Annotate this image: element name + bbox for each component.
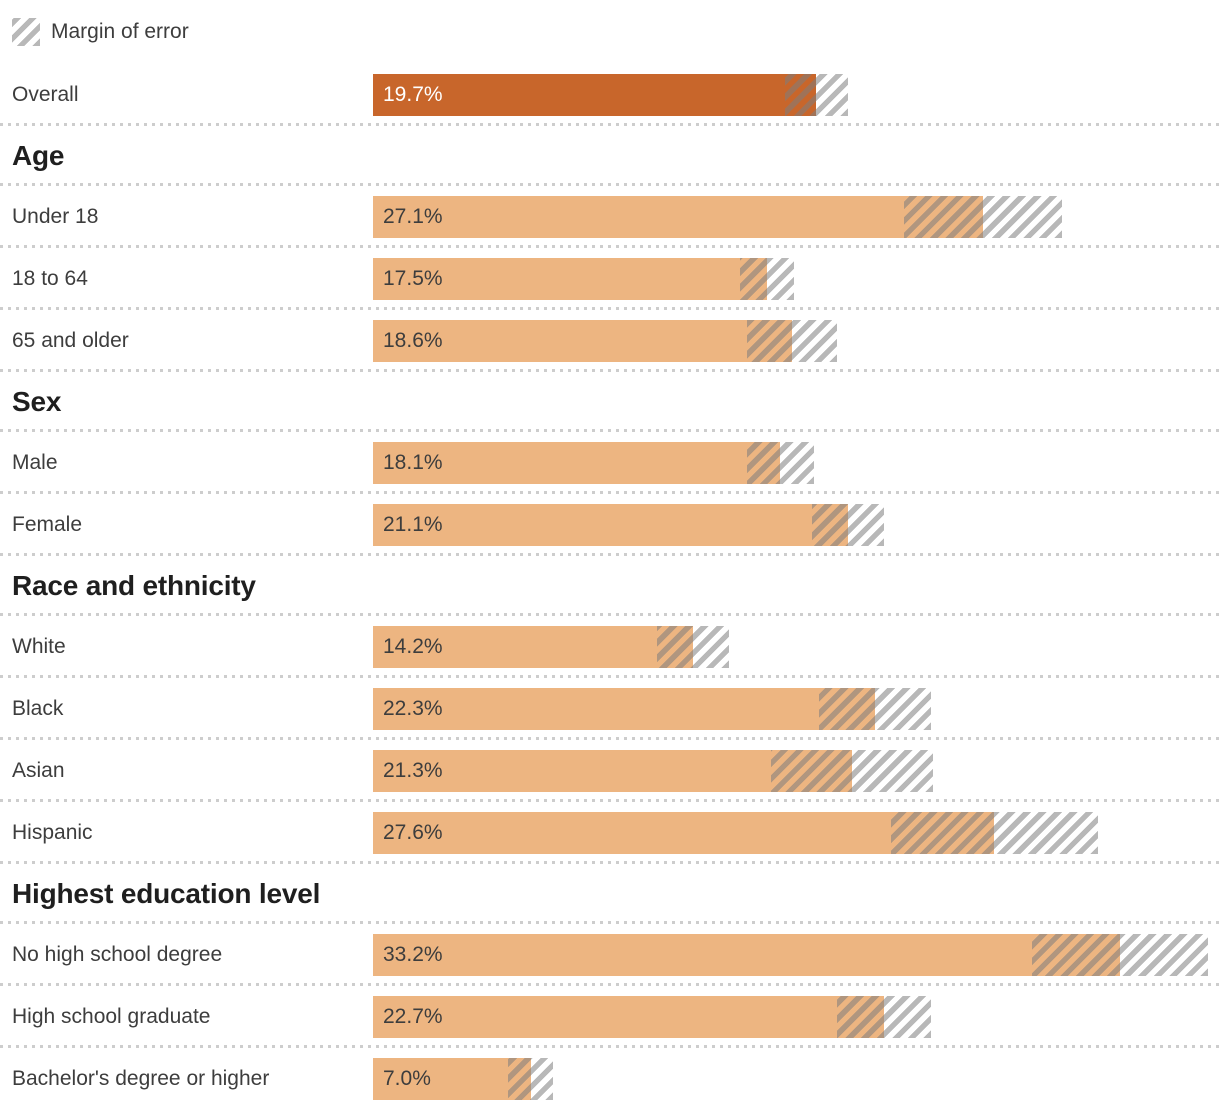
bar-row-under-18: Under 18 27.1% — [0, 186, 1220, 248]
section-heading-label: Age — [12, 140, 65, 171]
row-label: Male — [12, 451, 58, 474]
bar-area: 21.3% — [373, 750, 1220, 792]
row-label: Under 18 — [12, 205, 99, 228]
section-heading-label: Race and ethnicity — [12, 570, 256, 601]
margin-of-error-hatch — [771, 750, 934, 792]
row-label: Hispanic — [12, 821, 93, 844]
margin-of-error-hatch — [739, 258, 794, 300]
margin-of-error-hatch — [811, 504, 884, 546]
bar-row-hispanic: Hispanic 27.6% — [0, 802, 1220, 864]
bar-area: 27.6% — [373, 812, 1220, 854]
margin-of-error-hatch — [746, 320, 837, 362]
row-label: Female — [12, 513, 83, 536]
row-label: No high school degree — [12, 943, 223, 966]
bar-row-no-high-school-degree: No high school degree 33.2% — [0, 924, 1220, 986]
bar-row-white: White 14.2% — [0, 616, 1220, 678]
bar-row-male: Male 18.1% — [0, 432, 1220, 494]
bar-value-label: 19.7% — [383, 83, 443, 106]
bar-value-label: 21.3% — [383, 759, 443, 782]
bar-value-label: 33.2% — [383, 943, 443, 966]
bar: 7.0% — [373, 1058, 531, 1100]
margin-of-error-hatch — [890, 812, 1098, 854]
bar-area: 18.6% — [373, 320, 1220, 362]
margin-of-error-hatch — [784, 74, 848, 116]
section-heading-age: Age — [0, 126, 1220, 186]
bar: 19.7% — [373, 74, 817, 116]
row-label: Asian — [12, 759, 65, 782]
bar-row-female: Female 21.1% — [0, 494, 1220, 556]
margin-of-error-hatch — [656, 626, 729, 668]
section-heading-race-and-ethnicity: Race and ethnicity — [0, 556, 1220, 616]
bar-area: 33.2% — [373, 934, 1220, 976]
bar-row-bachelors-degree-or-higher: Bachelor's degree or higher 7.0% — [0, 1048, 1220, 1110]
bar: 33.2% — [373, 934, 1120, 976]
section-heading-highest-education-level: Highest education level — [0, 864, 1220, 924]
row-label: Black — [12, 697, 64, 720]
section-heading-label: Sex — [12, 386, 62, 417]
bar: 14.2% — [373, 626, 693, 668]
bar-area: 22.7% — [373, 996, 1220, 1038]
margin-of-error-hatch — [508, 1058, 553, 1100]
margin-of-error-hatch — [746, 442, 814, 484]
bar-value-label: 14.2% — [383, 635, 443, 658]
bar-value-label: 27.6% — [383, 821, 443, 844]
bar-area: 17.5% — [373, 258, 1220, 300]
bar-value-label: 7.0% — [383, 1067, 431, 1090]
bar-area: 19.7% — [373, 74, 1220, 116]
bar: 22.3% — [373, 688, 875, 730]
row-label: 18 to 64 — [12, 267, 88, 290]
bar: 21.1% — [373, 504, 848, 546]
bar-value-label: 18.1% — [383, 451, 443, 474]
bar-row-high-school-graduate: High school graduate 22.7% — [0, 986, 1220, 1048]
row-label: Bachelor's degree or higher — [12, 1067, 270, 1090]
row-label: 65 and older — [12, 329, 129, 352]
bar-row-18-to-64: 18 to 64 17.5% — [0, 248, 1220, 310]
bar-value-label: 18.6% — [383, 329, 443, 352]
margin-of-error-legend: Margin of error — [0, 0, 1220, 64]
bar-row-overall: Overall 19.7% — [0, 64, 1220, 126]
bar: 18.1% — [373, 442, 781, 484]
legend-label: Margin of error — [51, 20, 189, 43]
row-label: High school graduate — [12, 1005, 211, 1028]
bar-row-asian: Asian 21.3% — [0, 740, 1220, 802]
margin-of-error-hatch — [818, 688, 931, 730]
bar-area: 21.1% — [373, 504, 1220, 546]
bar-row-black: Black 22.3% — [0, 678, 1220, 740]
row-label: White — [12, 635, 66, 658]
bar-row-65-and-older: 65 and older 18.6% — [0, 310, 1220, 372]
bar-area: 18.1% — [373, 442, 1220, 484]
bar: 27.1% — [373, 196, 983, 238]
margin-of-error-hatch — [904, 196, 1062, 238]
bar-value-label: 22.3% — [383, 697, 443, 720]
section-heading-label: Highest education level — [12, 878, 321, 909]
bar: 22.7% — [373, 996, 884, 1038]
bar-value-label: 22.7% — [383, 1005, 443, 1028]
row-label: Overall — [12, 83, 79, 106]
bar: 18.6% — [373, 320, 792, 362]
bar-area: 27.1% — [373, 196, 1220, 238]
bar-area: 7.0% — [373, 1058, 1220, 1100]
margin-of-error-hatch — [1032, 934, 1208, 976]
hatch-swatch-icon — [12, 18, 40, 46]
section-heading-sex: Sex — [0, 372, 1220, 432]
bar-value-label: 17.5% — [383, 267, 443, 290]
bar: 17.5% — [373, 258, 767, 300]
margin-of-error-hatch — [836, 996, 931, 1038]
bar-area: 14.2% — [373, 626, 1220, 668]
bar-area: 22.3% — [373, 688, 1220, 730]
bar-value-label: 21.1% — [383, 513, 443, 536]
bar-value-label: 27.1% — [383, 205, 443, 228]
